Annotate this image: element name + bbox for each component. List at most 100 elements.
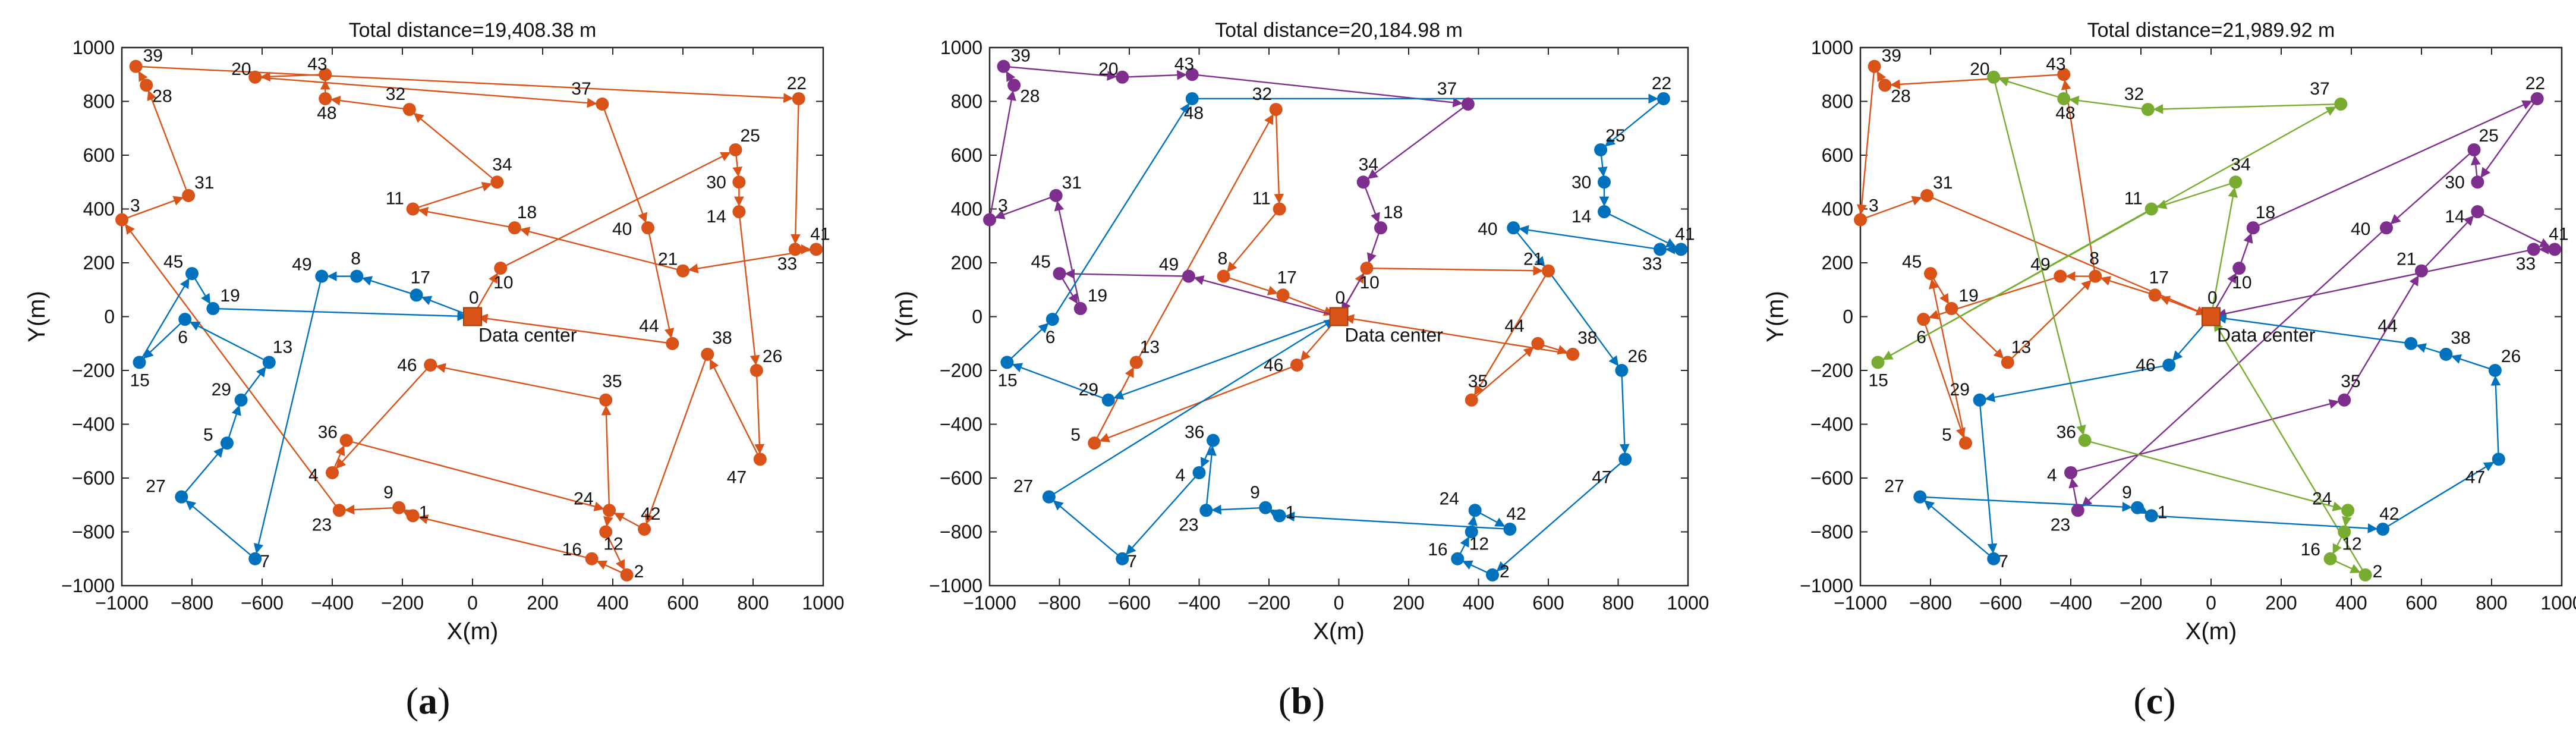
route-segment: [790, 98, 801, 244]
route-segment: [253, 276, 323, 554]
node-label: 10: [1360, 273, 1380, 293]
x-tick-label: 400: [1463, 592, 1494, 614]
node-label: 23: [1179, 515, 1198, 535]
y-axis-label: Y(m): [1762, 291, 1788, 342]
route-segment: [181, 447, 224, 498]
route-segment: [601, 405, 612, 511]
node-label: 16: [2301, 540, 2320, 560]
route-4: [1920, 313, 2501, 560]
node-label: 43: [1174, 54, 1194, 74]
customer-node: [1451, 552, 1465, 565]
node-label: 4: [2047, 466, 2057, 485]
route-segment: [1223, 275, 1278, 296]
customer-node: [1185, 92, 1199, 105]
customer-node: [1000, 356, 1014, 369]
node-label: 47: [1592, 467, 1611, 487]
x-tick-label: 1000: [1667, 592, 1709, 614]
customer-node: [2141, 103, 2155, 117]
node-label: 34: [2231, 155, 2250, 174]
route-segment: [1923, 319, 1966, 438]
customer-node: [1374, 221, 1387, 235]
customer-node: [2439, 347, 2453, 361]
node-label: 7: [260, 552, 270, 571]
y-tick-label: 800: [83, 91, 115, 112]
customer-node: [133, 356, 146, 369]
route-segment: [1054, 200, 1081, 309]
y-tick-label: −600: [1810, 467, 1853, 489]
customer-node: [1259, 501, 1273, 514]
node-label: 25: [1605, 126, 1625, 146]
chart-title: Total distance=21,989.92 m: [2087, 19, 2335, 42]
route-segment: [361, 276, 417, 296]
customer-node: [1657, 92, 1670, 105]
x-axis-label: X(m): [1313, 618, 1365, 645]
node-label: 46: [1264, 356, 1283, 375]
node-label: 13: [1140, 337, 1160, 357]
customer-node: [676, 264, 689, 278]
x-tick-label: 400: [2335, 592, 2367, 614]
customer-node: [1360, 262, 1374, 275]
route-segment: [418, 206, 515, 229]
route-segment: [2451, 354, 2496, 372]
customer-node: [1207, 433, 1220, 447]
node-label: 4: [1176, 466, 1186, 485]
route-segment: [1135, 114, 1274, 363]
route-segment: [1051, 103, 1190, 320]
customer-node: [2492, 452, 2505, 466]
x-tick-label: 200: [2265, 592, 2297, 614]
customer-node: [1973, 393, 1986, 407]
node-label: 28: [152, 86, 172, 106]
node-label: 47: [2465, 467, 2485, 487]
route-segment: [1993, 77, 2086, 436]
route-segment: [1205, 445, 1217, 511]
node-label: 19: [1088, 286, 1107, 306]
node-label: 38: [2451, 328, 2470, 348]
route-segment: [1211, 504, 1266, 515]
node-label: 7: [1998, 552, 2008, 571]
panel-letter: (c): [2133, 680, 2175, 722]
route-segment: [1518, 225, 1661, 250]
y-tick-label: −400: [940, 414, 982, 435]
node-label: 8: [351, 249, 361, 269]
route-segment: [2421, 215, 2474, 272]
node-label: 38: [1577, 328, 1597, 348]
node-label: 3: [130, 196, 140, 216]
route-segment: [1003, 65, 1117, 81]
y-tick-label: −400: [72, 414, 115, 435]
route-segment: [605, 531, 625, 571]
route-segment: [413, 112, 498, 183]
node-label: 31: [1933, 173, 1953, 193]
route-segment: [2382, 461, 2495, 530]
customer-node: [1053, 267, 1066, 281]
customer-node: [1468, 504, 1482, 517]
x-tick-label: 1000: [802, 592, 844, 614]
node-label: 12: [603, 535, 623, 554]
customer-node: [810, 243, 823, 256]
node-label: 29: [1079, 380, 1098, 400]
node-label: 9: [2122, 483, 2132, 502]
customer-node: [1618, 452, 1632, 466]
node-label: 11: [1252, 189, 1271, 209]
node-label: 12: [1469, 535, 1489, 554]
node-label: 25: [2479, 126, 2499, 146]
node-label: 46: [397, 356, 417, 375]
data-center-marker: [2202, 307, 2221, 326]
node-label: 48: [2055, 103, 2075, 123]
node-label: 16: [562, 540, 582, 560]
customer-node: [2530, 92, 2544, 105]
y-tick-label: 600: [83, 144, 115, 166]
customer-node: [1199, 504, 1213, 517]
customer-node: [1045, 313, 1059, 326]
node-label: 27: [1013, 477, 1033, 496]
customer-node: [1594, 143, 1608, 156]
x-tick-label: −400: [311, 592, 354, 614]
customer-node: [1854, 213, 1867, 227]
y-tick-label: 400: [1822, 199, 1853, 220]
route-segment: [1053, 500, 1123, 560]
route-3: [1877, 77, 2366, 576]
node-label: 23: [312, 515, 332, 535]
x-tick-label: −200: [1248, 592, 1290, 614]
node-label: 43: [307, 54, 327, 74]
customer-node: [666, 337, 679, 350]
